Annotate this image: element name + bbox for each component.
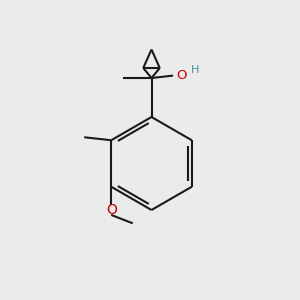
Text: O: O — [176, 68, 187, 82]
Text: H: H — [191, 65, 200, 75]
Text: O: O — [106, 203, 117, 217]
